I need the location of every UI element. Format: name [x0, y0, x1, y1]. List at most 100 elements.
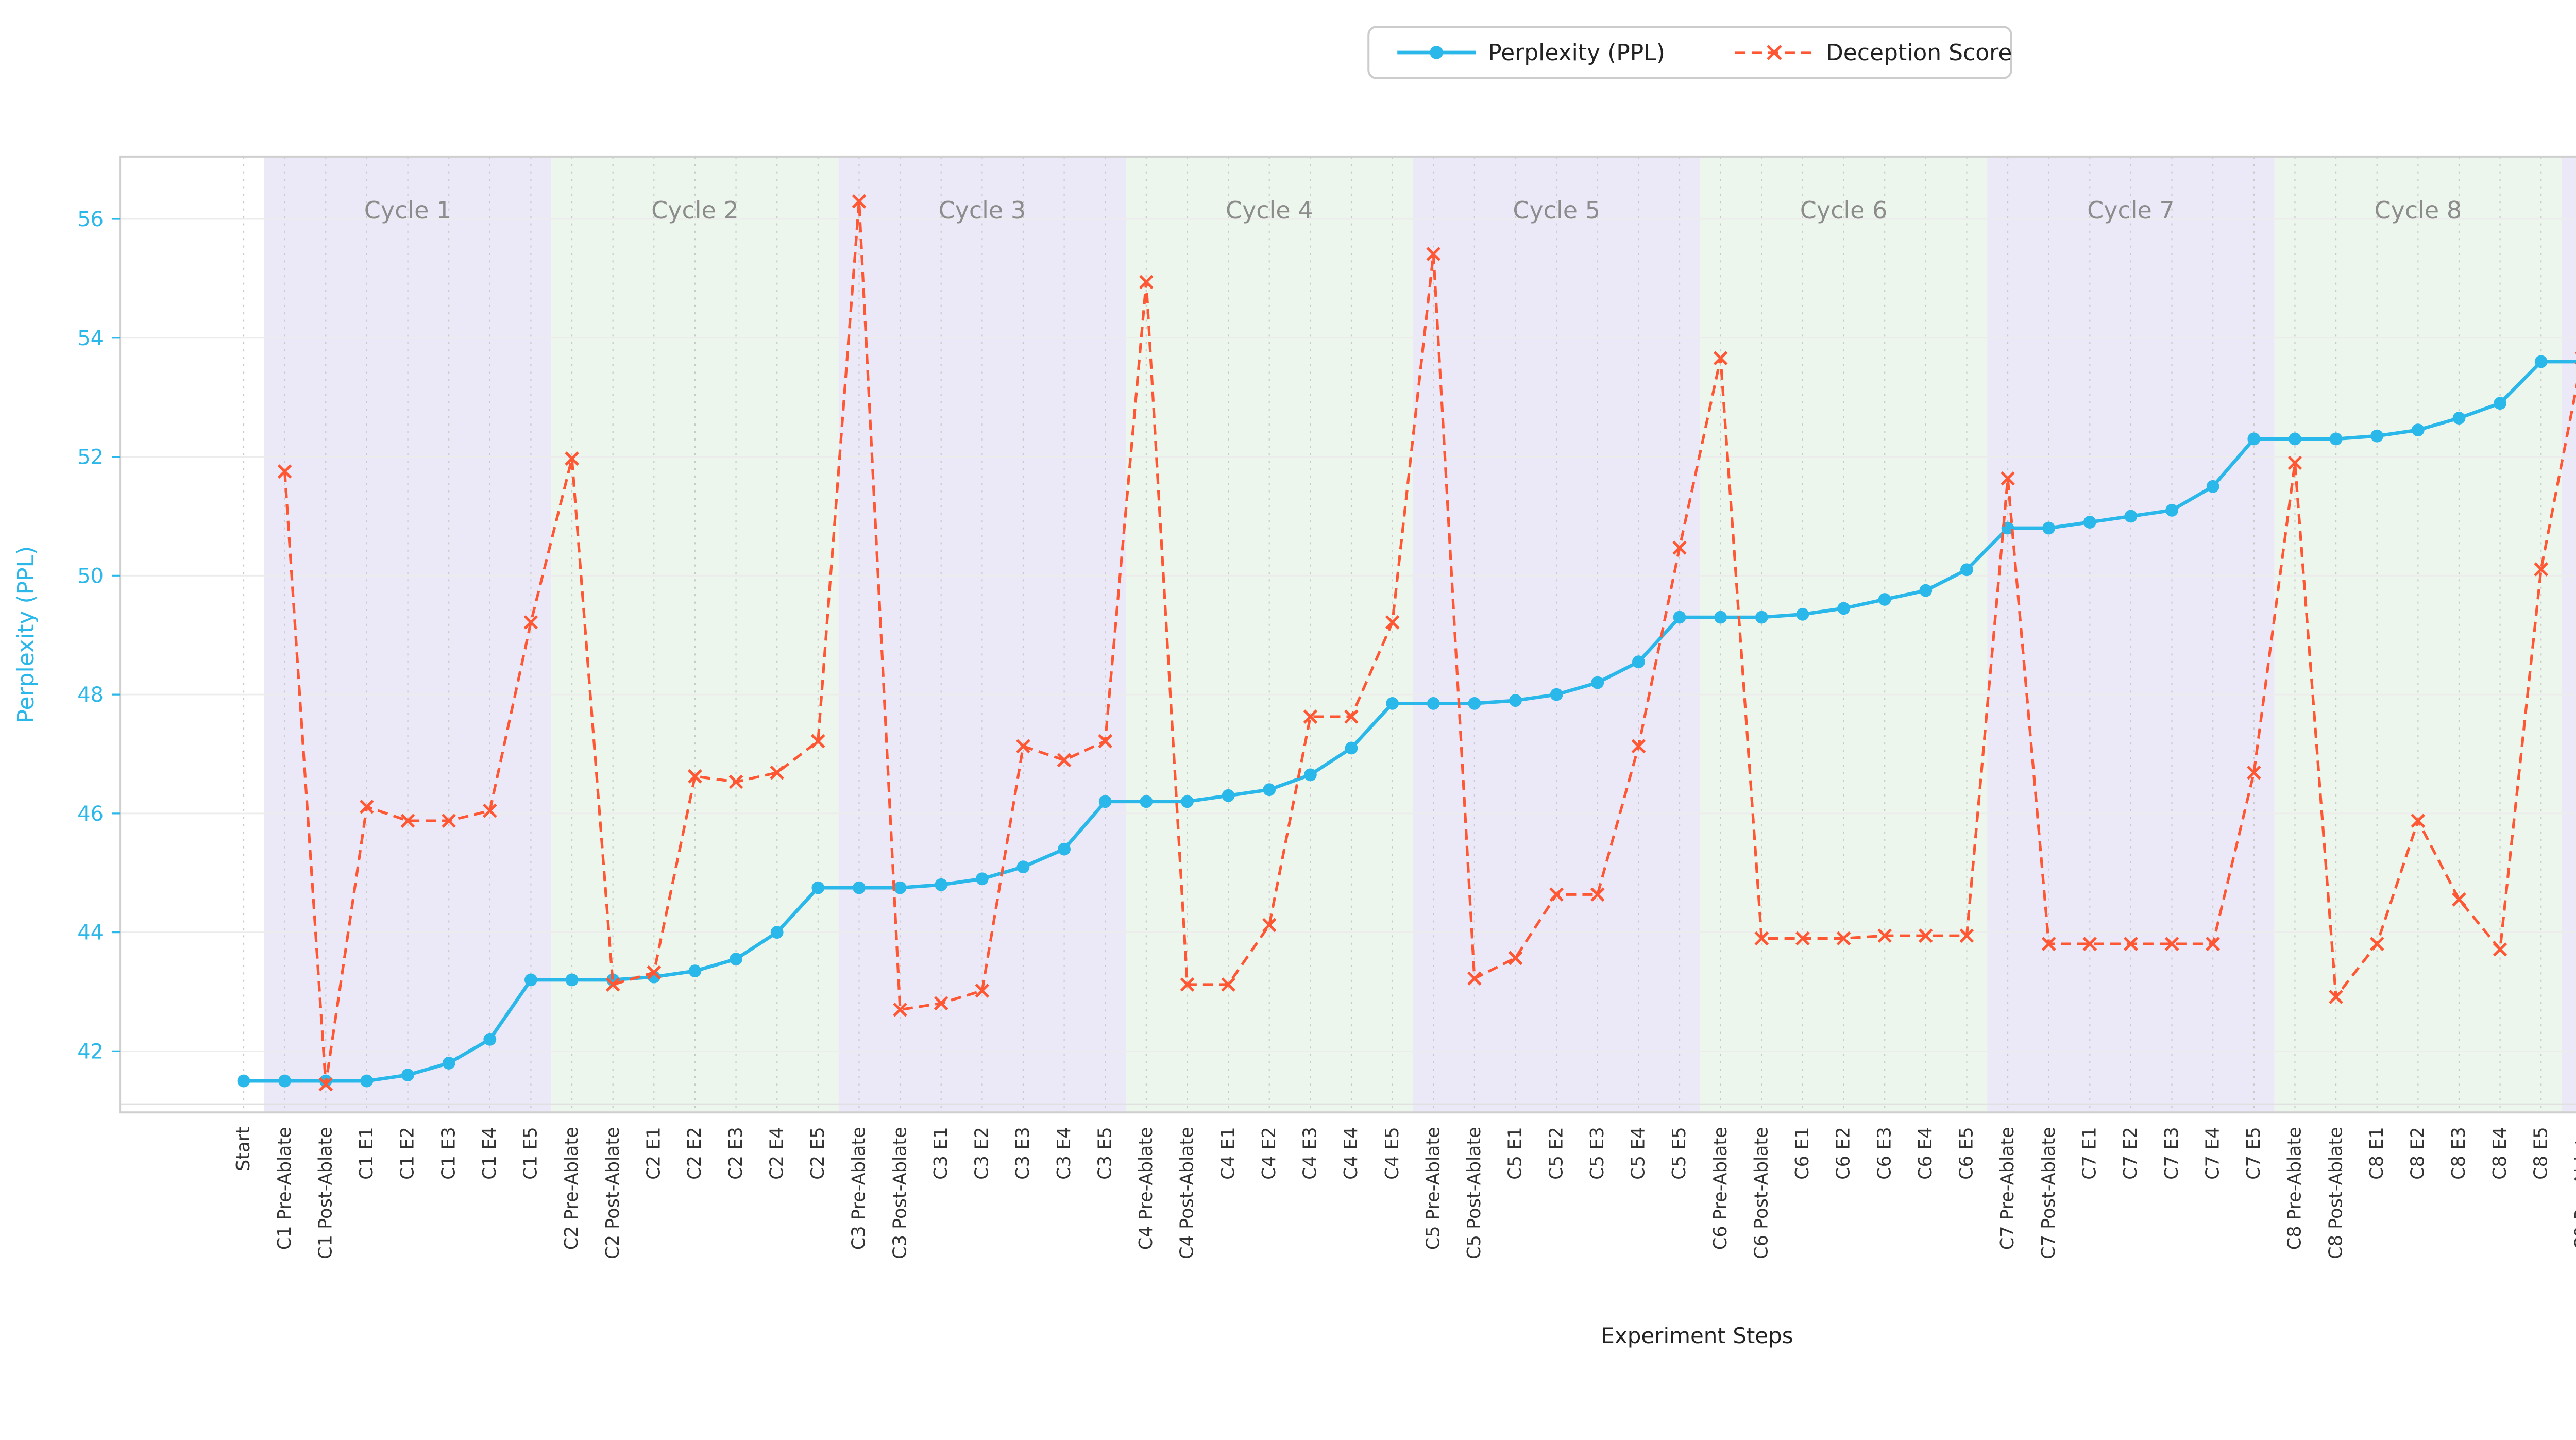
ppl-marker — [1755, 611, 1768, 624]
deception-marker — [1467, 971, 1482, 986]
x-tick-label: C1 E3 — [438, 1127, 459, 1180]
ppl-marker — [1345, 741, 1358, 755]
left-tick-label: 46 — [77, 802, 104, 826]
ppl-marker — [811, 881, 825, 894]
x-axis-title: Experiment Steps — [1601, 1323, 1793, 1348]
deception-marker — [2369, 937, 2384, 951]
cycle-band — [2274, 156, 2562, 1113]
x-tick-label: C6 E1 — [1792, 1127, 1813, 1180]
x-tick-label: C6 E2 — [1833, 1127, 1854, 1180]
cycle-label: Cycle 1 — [364, 196, 452, 224]
deception-marker — [1508, 951, 1523, 965]
x-tick-label: C7 E3 — [2161, 1127, 2182, 1180]
deception-marker — [277, 464, 292, 479]
deception-marker — [1549, 887, 1564, 902]
deception-marker — [1016, 739, 1030, 754]
ppl-marker — [1714, 611, 1727, 624]
deception-marker — [770, 765, 785, 780]
x-tick-label: C2 E4 — [766, 1127, 787, 1180]
ppl-marker — [1386, 697, 1399, 710]
deception-marker — [605, 977, 620, 992]
ppl-marker — [1673, 611, 1686, 624]
left-tick-label: 52 — [77, 446, 104, 469]
ppl-marker — [853, 881, 866, 894]
x-tick-label: C8 E2 — [2408, 1127, 2429, 1180]
ppl-marker — [2165, 504, 2178, 517]
deception-marker — [1713, 351, 1728, 366]
deception-marker — [2001, 471, 2015, 486]
x-tick-label: C8 E1 — [2366, 1127, 2387, 1180]
left-tick-label: 56 — [77, 208, 104, 231]
cycle-labels: Cycle 1 Cycle 2 Cycle 3 Cycle 4 Cycle 5 Cycle… — [364, 196, 2462, 224]
x-tick-label: C5 E2 — [1546, 1127, 1567, 1180]
x-tick-label: C1 E5 — [520, 1127, 541, 1180]
left-axis-ticks: 42 44 46 48 50 52 54 56 — [77, 208, 121, 1063]
ppl-marker — [483, 1032, 497, 1046]
legend-label-deception: Deception Score — [1826, 40, 2012, 66]
deception-marker — [1959, 928, 1974, 943]
cycle-label: Cycle 5 — [1513, 196, 1600, 224]
left-tick-label: 42 — [77, 1040, 104, 1063]
ppl-marker — [1468, 697, 1481, 710]
x-tick-label: C3 E5 — [1094, 1127, 1115, 1180]
x-tick-label: C8 E4 — [2489, 1127, 2511, 1180]
x-tick-label: Start — [233, 1127, 254, 1171]
deception-marker — [2534, 562, 2549, 577]
x-tick-label: C8 Post-Ablate — [2325, 1127, 2346, 1259]
deception-marker — [1631, 739, 1646, 754]
ppl-marker — [1919, 584, 1933, 597]
x-tick-label: C6 E3 — [1874, 1127, 1895, 1180]
deception-marker — [1139, 275, 1154, 290]
x-tick-label: C4 Post-Ablate — [1177, 1127, 1198, 1259]
x-tick-label: C3 Post-Ablate — [889, 1127, 910, 1259]
x-tick-label: C4 E4 — [1341, 1127, 1362, 1180]
x-tick-label: C7 E2 — [2120, 1127, 2141, 1180]
ppl-marker — [1960, 563, 1973, 577]
ppl-marker — [278, 1074, 292, 1088]
x-tick-label: C2 Pre-Ablate — [561, 1127, 582, 1250]
deception-marker — [360, 800, 374, 814]
cycle-label: Cycle 8 — [2375, 196, 2462, 224]
deception-marker — [1057, 753, 1072, 768]
deception-marker — [2411, 814, 2426, 828]
x-tick-label: C8 Pre-Ablate — [2284, 1127, 2306, 1250]
deception-marker — [2246, 765, 2261, 780]
deception-marker — [810, 734, 825, 749]
ppl-marker — [1058, 842, 1071, 856]
x-tick-label: C7 E5 — [2243, 1127, 2264, 1180]
deception-marker — [1754, 931, 1769, 946]
x-tick-label: C7 Post-Ablate — [2038, 1127, 2059, 1259]
x-tick-label: C6 E4 — [1915, 1127, 1936, 1180]
deception-marker — [893, 1002, 907, 1017]
ppl-marker — [935, 878, 948, 891]
cycle-band — [1700, 156, 1988, 1113]
x-tick-label: C7 E4 — [2202, 1127, 2223, 1180]
ppl-marker — [565, 973, 579, 987]
legend-box — [1367, 25, 2012, 79]
x-tick-label: C4 Pre-Ablate — [1136, 1127, 1157, 1250]
deception-marker — [442, 814, 456, 828]
deception-marker — [852, 194, 867, 209]
x-tick-label: C8 E5 — [2530, 1127, 2551, 1180]
deception-marker — [975, 984, 990, 998]
x-tick-label: C2 Post-Ablate — [602, 1127, 623, 1259]
deception-marker — [318, 1077, 333, 1092]
plot-frame — [119, 155, 2576, 1114]
deception-marker — [1098, 734, 1113, 749]
deception-marker — [2041, 937, 2056, 951]
deception-marker — [1262, 918, 1277, 933]
ppl-marker — [730, 953, 742, 965]
ppl-marker — [2124, 510, 2138, 523]
cycle-label: Cycle 2 — [651, 196, 739, 224]
x-tick-label: C5 Pre-Ablate — [1422, 1127, 1444, 1250]
x-tick-label: C3 E4 — [1054, 1127, 1075, 1180]
x-tick-label: C2 E3 — [725, 1127, 747, 1180]
ppl-marker — [1303, 768, 1317, 782]
ppl-marker — [2289, 432, 2301, 446]
ppl-marker — [1550, 688, 1563, 701]
cycle-band — [838, 156, 1126, 1113]
x-tick-label: C7 Pre-Ablate — [1997, 1127, 2018, 1250]
ppl-marker — [1222, 789, 1235, 802]
